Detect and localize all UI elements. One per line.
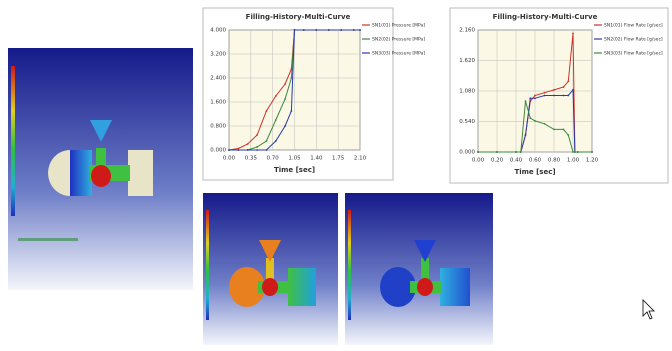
x-tick-label: 1.20	[586, 158, 599, 164]
data-point	[359, 29, 361, 31]
data-point	[567, 80, 569, 82]
y-tick-label: 2.160	[459, 28, 475, 34]
data-point	[577, 151, 579, 153]
x-tick-label: 1.75	[332, 156, 345, 162]
data-point	[534, 120, 536, 122]
data-point	[572, 89, 574, 91]
legend-label: SN1(01) Flow Rate [g/sec]	[604, 23, 663, 29]
x-tick-label: 0.70	[267, 156, 280, 162]
data-point	[247, 143, 249, 145]
data-point	[572, 151, 574, 153]
y-tick-label: 0.540	[459, 119, 475, 125]
data-point	[553, 89, 555, 91]
simulation-image	[203, 193, 338, 345]
data-point	[520, 151, 522, 153]
y-tick-label: 0.000	[459, 150, 475, 156]
data-point	[247, 149, 249, 151]
data-point	[591, 151, 593, 153]
legend-label: SN3(03) Pressure [MPa]	[372, 51, 425, 57]
y-tick-label: 1.080	[459, 89, 475, 95]
simulation-image	[345, 193, 493, 345]
data-point	[303, 29, 305, 31]
data-point	[529, 117, 531, 119]
data-point	[275, 119, 277, 121]
x-tick-label: 0.60	[529, 158, 542, 164]
data-point	[290, 110, 292, 112]
data-point	[284, 98, 286, 100]
data-point	[515, 151, 517, 153]
data-point	[256, 134, 258, 136]
page: Filling-History-Multi-Curve Time [sec] 0.0…	[0, 0, 672, 351]
chart-title: Filling-History-Multi-Curve	[246, 13, 351, 21]
x-tick-label: 1.00	[567, 158, 580, 164]
x-tick-label: 2.10	[354, 156, 367, 162]
data-point	[284, 125, 286, 127]
data-point	[237, 149, 239, 151]
data-point	[477, 151, 479, 153]
data-point	[534, 97, 536, 99]
data-point	[534, 95, 536, 97]
data-point	[266, 110, 268, 112]
data-point	[525, 100, 527, 102]
y-tick-label: 3.200	[210, 52, 226, 58]
data-point	[563, 95, 565, 97]
data-point	[256, 149, 258, 151]
y-tick-label: 0.800	[210, 124, 226, 130]
data-point	[328, 29, 330, 31]
x-tick-label: 0.40	[510, 158, 523, 164]
x-tick-label: 1.05	[288, 156, 301, 162]
mouse-cursor	[643, 300, 654, 319]
legend-label: SN2(02) Pressure [MPa]	[372, 37, 425, 43]
x-tick-label: 0.80	[548, 158, 561, 164]
data-point	[496, 151, 498, 153]
data-point	[315, 29, 317, 31]
data-point	[529, 97, 531, 99]
slide: Filling-History-Multi-Curve Time [sec] 0.0…	[0, 0, 672, 347]
data-point	[525, 134, 527, 136]
data-point	[563, 129, 565, 131]
x-axis-label: Time [sec]	[514, 168, 555, 176]
data-point	[553, 95, 555, 97]
data-point	[275, 95, 277, 97]
data-point	[284, 83, 286, 85]
x-tick-label: 0.35	[245, 156, 258, 162]
data-point	[275, 140, 277, 142]
data-point	[544, 123, 546, 125]
data-point	[228, 149, 230, 151]
x-tick-label: 0.00	[472, 158, 485, 164]
data-point	[340, 29, 342, 31]
data-point	[572, 32, 574, 34]
data-point	[266, 149, 268, 151]
y-tick-label: 1.620	[459, 58, 475, 64]
data-point	[256, 146, 258, 148]
data-point	[563, 86, 565, 88]
data-point	[574, 151, 576, 153]
y-tick-label: 2.400	[210, 76, 226, 82]
x-tick-label: 1.40	[310, 156, 323, 162]
data-point	[544, 92, 546, 94]
legend-label: SN2(02) Flow Rate [g/sec]	[604, 37, 663, 43]
data-point	[266, 140, 268, 142]
data-point	[567, 95, 569, 97]
data-point	[294, 29, 296, 31]
data-point	[290, 77, 292, 79]
x-axis-label: Time [sec]	[274, 166, 315, 174]
y-tick-label: 1.600	[210, 100, 226, 106]
y-tick-label: 4.000	[210, 28, 226, 34]
x-tick-label: 0.20	[491, 158, 504, 164]
simulation-image	[8, 48, 193, 290]
legend-label: SN3(03) Flow Rate [g/sec]	[604, 51, 663, 57]
x-tick-label: 0.00	[223, 156, 236, 162]
data-point	[567, 134, 569, 136]
data-point	[544, 95, 546, 97]
data-point	[553, 129, 555, 131]
data-point	[353, 29, 355, 31]
y-tick-label: 0.000	[210, 148, 226, 154]
chart-title: Filling-History-Multi-Curve	[493, 13, 598, 21]
legend-label: SN1(01) Pressure [MPa]	[372, 23, 425, 29]
